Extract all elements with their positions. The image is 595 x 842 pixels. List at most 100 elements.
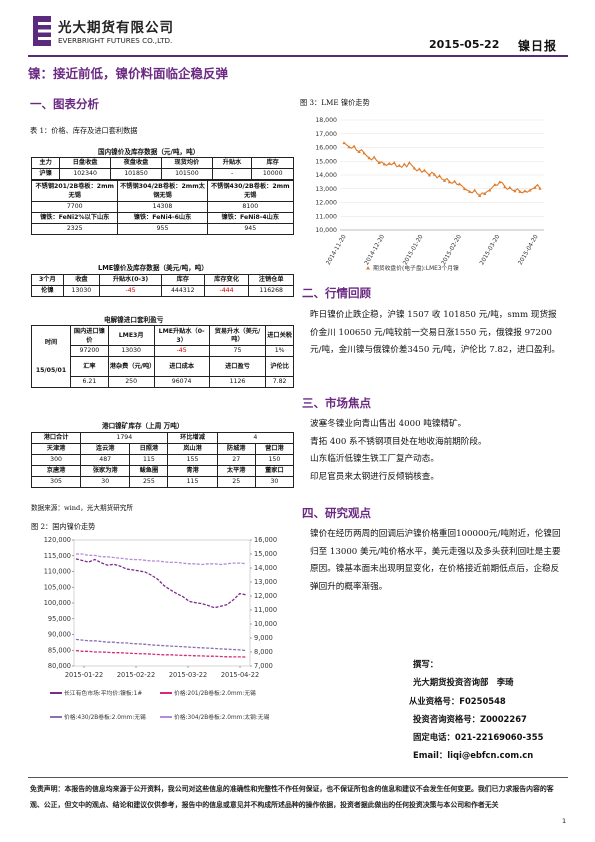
arb-date: 15/05/01 [35,366,67,374]
y-right-tick-label: 14,000 [254,564,277,572]
table-header-cell: 库存变化 [203,274,250,286]
table-header-cell: 镍铁：FeNi4-6山东 [117,212,208,224]
y-right-tick-label: 15,000 [254,550,277,558]
data-point [442,178,447,182]
section4-paragraph: 镍价在经历两周的回调后沪镍价格重回100000元/吨附近，伦镍回归至 13000… [310,529,561,592]
stainless-table: 不锈钢201/2B卷板：2mm无锡 不锈钢304/2B卷板：2mm太钢无锡 不锈… [30,180,295,235]
y-right-tick-label: 10,000 [254,620,277,628]
table-header-cell: 连云港 [80,443,131,455]
table-cell: 4 [216,432,295,444]
table-header-cell: 营口港 [254,443,295,455]
data-point [533,185,537,189]
table-header-cell: 库存 [251,157,294,169]
table-cell: 14308 [117,201,208,213]
data-point [528,188,532,192]
section2-title: 二、行情回顾 [302,286,371,300]
y-right-tick-label: 13,000 [254,578,277,586]
x-tick-label: 2015-04-22 [221,671,259,679]
table-header-cell: 现货均价 [160,157,213,169]
table-header-cell: 不锈钢304/2B卷板：2mm太钢无锡 [117,180,208,202]
domestic-price-table: 主力 日盘收盘 夜盘收盘 现货均价 升贴水 库存 沪镍 102340 10185… [30,157,294,180]
data-point [513,189,517,193]
author-phone: 固定电话：021-22169060-355 [413,732,544,743]
fig3-caption: 图 3：LME 镍价走势 [300,98,370,107]
data-point [377,161,381,165]
author-advisory: 投资咨询资格号：Z0002267 [413,713,527,724]
data-point [352,144,356,148]
table-cell: 150 [254,454,295,466]
section1-title: 一、图表分析 [30,97,99,111]
data-point [422,168,427,172]
table-cell: 305 [30,476,82,488]
y-left-tick-label: 80,000 [48,662,71,670]
company-logo [33,16,51,46]
data-point [372,155,376,159]
table-cell: 1794 [80,432,169,444]
table-header-cell: 董家口 [254,465,295,477]
table-header-cell: 镍铁：FeNi8-4山东 [206,212,295,224]
data-point [392,161,396,165]
data-source: 数据来源：wind，光大期货研究所 [31,504,133,512]
data-point [357,150,361,154]
table-header-cell: 贸易升水（美元/吨） [208,325,267,346]
table-header-cell: 镍铁：FeNi2%以下山东 [30,212,119,224]
table-cell: - [211,168,253,180]
y-tick-label: 18,000 [315,117,337,124]
table-cell: 444312 [160,285,205,297]
legend-swatch [50,716,62,718]
headline: 镍：接近前低，镍价料面临企稳反弹 [28,66,229,81]
table-cell: 27 [216,454,256,466]
x-tick-label: 2015-01-22 [65,671,103,679]
port-table-title: 港口镍矿库存（上周 万吨） [102,422,184,430]
table-cell: 75 [208,345,267,357]
data-point [397,163,401,167]
page-number: 1 [562,817,567,825]
y-right-tick-label: 7,000 [254,662,273,670]
section4-title: 四、研究观点 [302,506,371,520]
arb-table-title: 电解镍进口套利盈亏 [104,316,164,324]
table-cell: 时间 15/05/01 [31,325,71,388]
table-cell: 945 [206,223,295,235]
series-line [343,142,541,197]
legend-label: 长江有色市场:平均价:镍板:1# [64,691,143,697]
company-name-en: EVERBRIGHT FUTURES CO.,LTD. [58,36,173,45]
table-cell: 1126 [208,376,267,388]
legend-swatch [160,692,172,694]
table-cell: 13030 [62,285,101,297]
data-point [432,172,437,176]
data-point [538,186,542,190]
table-header-cell: LME3月 [107,325,155,346]
author-cert: 从业资格号：F0250548 [409,695,506,706]
data-point [417,167,421,171]
domestic-table-title: 国内镍价及库存数据（元/吨，吨） [98,148,200,156]
data-point [473,188,477,192]
data-point [508,185,512,189]
table-header-cell: 张家为港 [80,465,131,477]
lme-price-table: 3个月 收盘 升贴水(0-3) 库存 库存变化 注销仓单 伦镍 13030 -4… [31,274,294,297]
table-cell: 8100 [206,201,295,213]
arb-time-label: 时间 [44,338,58,346]
y-right-tick-label: 16,000 [254,536,277,544]
y-tick-label: 14,000 [315,172,337,179]
table-cell: 7700 [30,201,119,213]
author-org: 光大期货投资咨询部 李琦 [413,677,514,688]
table-cell: -444 [203,285,250,297]
table-header-cell: 防城港 [216,443,256,455]
y-left-tick-label: 95,000 [48,615,71,623]
table-cell: -45 [99,285,162,297]
company-name-cn: 光大期货有限公司 [58,20,174,36]
table-header-cell: LME升贴水（0-3） [153,325,210,346]
table-cell: 250 [107,376,155,388]
y-left-tick-label: 100,000 [44,599,71,607]
table-cell: 伦镍 [31,285,64,297]
data-point [468,189,472,193]
y-left-tick-label: 85,000 [48,646,71,654]
legend-marker [366,266,370,270]
section2-paragraph: 昨日镍价止跌企稳，沪镍 1507 收 101850 元/吨，smm 现货报价金川… [310,310,560,355]
table-header-cell: 沪伦比 [265,356,294,377]
table-cell: 101850 [110,168,162,180]
y-left-tick-label: 90,000 [48,631,71,639]
data-point [478,194,482,198]
y-right-tick-label: 9,000 [254,634,273,642]
table-header-cell: 鲅鱼圈 [129,465,169,477]
